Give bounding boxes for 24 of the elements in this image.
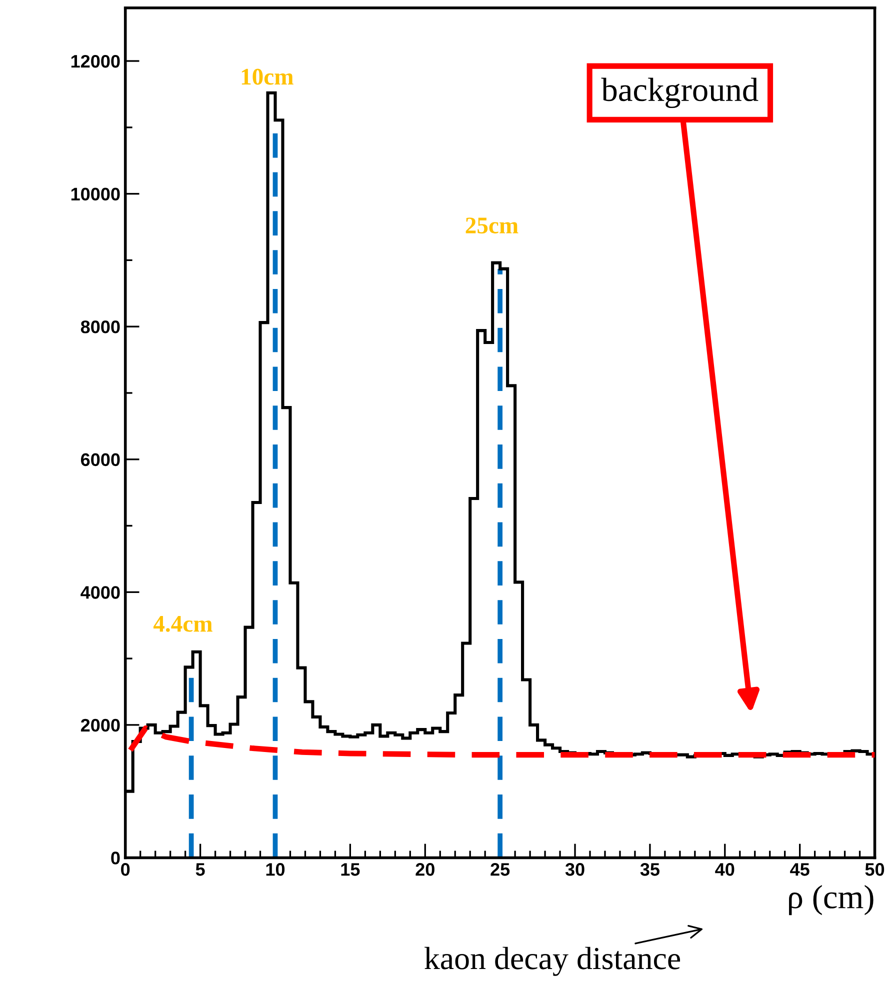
ref-line-label: 4.4cm (153, 616, 212, 632)
x-tick-label: 15 (341, 863, 360, 876)
y-tick-label: 8000 (80, 320, 120, 334)
x-axis-title: ρ (cm) (789, 884, 874, 916)
y-tick-label: 0 (111, 852, 120, 864)
ref-line-label: 25cm (466, 218, 518, 234)
x-tick-label: 10 (266, 863, 285, 876)
y-tick-label: 6000 (80, 453, 120, 466)
y-tick-label: 12000 (71, 54, 120, 68)
x-tick-label: 0 (121, 863, 130, 876)
text: background (601, 78, 758, 108)
x-tick-label: 25 (490, 863, 510, 876)
x-tick-label: 35 (640, 863, 660, 876)
y-tick-label: 2000 (80, 718, 120, 732)
x-tick-label: 5 (196, 863, 205, 876)
x-tick-label: 40 (715, 863, 734, 876)
text: kaon decay distance (424, 946, 680, 976)
x-tick-label: 50 (865, 863, 884, 876)
y-tick-label: 4000 (80, 586, 120, 599)
x-tick-label: 45 (790, 863, 810, 876)
ref-line-label: 10cm (242, 68, 294, 85)
x-tick-label: 30 (565, 863, 584, 876)
y-tick-label: 10000 (71, 188, 120, 201)
x-tick-label: 20 (416, 863, 434, 876)
